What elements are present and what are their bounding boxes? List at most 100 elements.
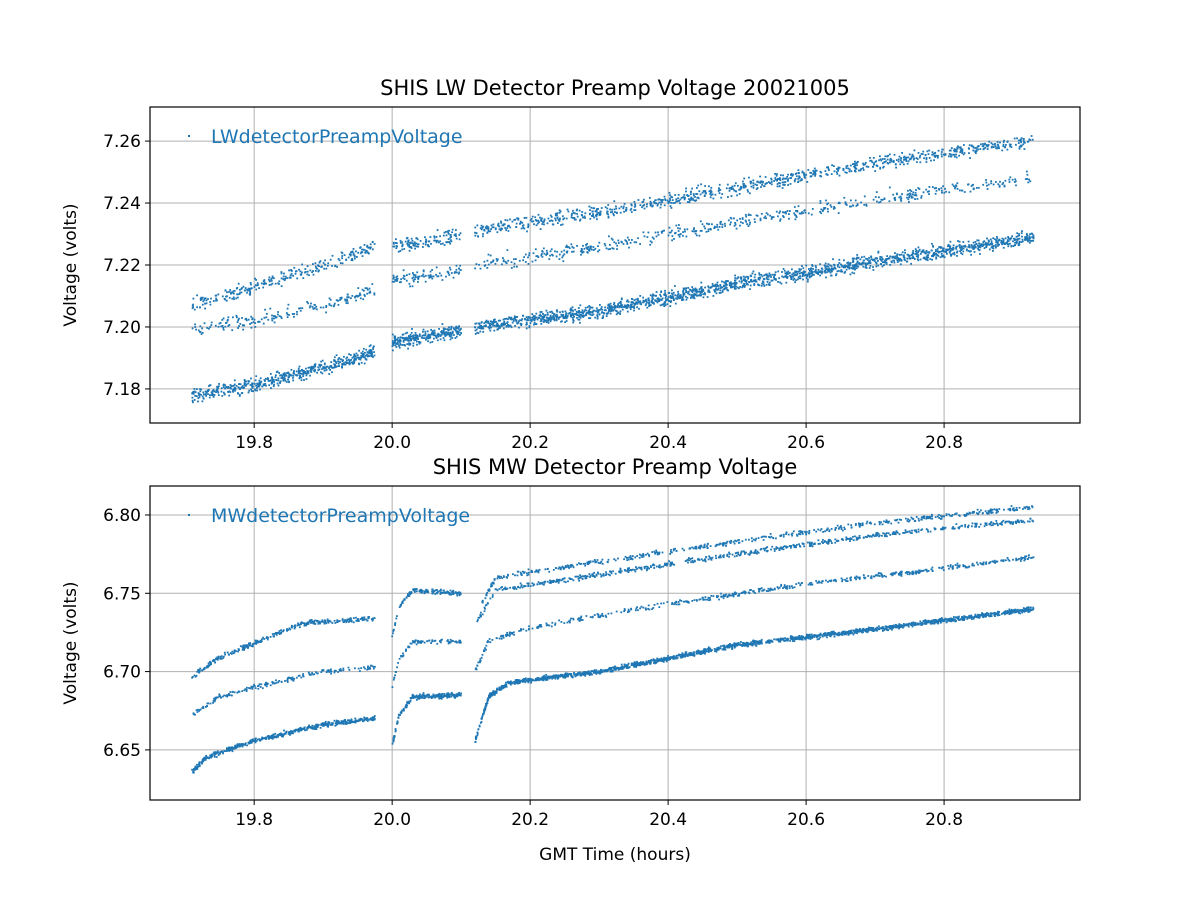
data-point <box>192 400 194 402</box>
data-point <box>805 212 807 214</box>
data-point <box>586 247 588 249</box>
data-point <box>627 311 629 313</box>
data-point <box>366 293 368 295</box>
data-point <box>687 287 689 289</box>
data-point <box>819 263 821 265</box>
data-point <box>907 198 909 200</box>
data-point <box>479 323 481 325</box>
data-point <box>271 382 273 384</box>
data-point <box>935 193 937 195</box>
data-point <box>814 168 816 170</box>
data-point <box>455 331 457 333</box>
data-point <box>719 284 721 286</box>
data-point <box>416 237 418 239</box>
data-point <box>907 163 909 165</box>
data-point <box>695 288 697 290</box>
data-point <box>700 282 702 284</box>
data-point <box>894 262 896 264</box>
data-point <box>615 206 617 208</box>
data-point <box>975 241 977 243</box>
data-point <box>723 281 725 283</box>
data-point <box>906 258 908 260</box>
data-point <box>443 328 445 330</box>
data-point <box>361 251 363 253</box>
data-point <box>324 264 326 266</box>
x-tick-label: 20.6 <box>787 810 825 830</box>
data-point <box>373 346 375 348</box>
data-point <box>1029 180 1031 182</box>
data-point <box>923 157 925 159</box>
data-point <box>677 291 679 293</box>
data-point <box>511 326 513 328</box>
data-point <box>620 302 622 304</box>
data-point <box>489 328 491 330</box>
data-point <box>527 223 529 225</box>
data-point <box>587 246 589 248</box>
data-point <box>674 194 676 196</box>
data-point <box>750 214 752 216</box>
data-point <box>540 323 542 325</box>
data-point <box>563 253 565 255</box>
data-point <box>779 282 781 284</box>
data-point <box>551 254 553 256</box>
data-point <box>615 243 617 245</box>
data-point <box>840 271 842 273</box>
data-point <box>898 161 900 163</box>
data-point <box>656 236 658 238</box>
data-point <box>975 247 977 249</box>
data-point <box>616 313 618 315</box>
data-point <box>1003 140 1005 142</box>
data-point <box>841 266 843 268</box>
data-point <box>708 223 710 225</box>
data-point <box>544 321 546 323</box>
data-point <box>503 328 505 330</box>
data-point <box>798 268 800 270</box>
data-point <box>1004 186 1006 188</box>
data-point <box>560 224 562 226</box>
data-point <box>487 232 489 234</box>
data-point <box>502 257 504 259</box>
data-point <box>359 247 361 249</box>
data-point <box>893 260 895 262</box>
data-point <box>997 243 999 245</box>
data-point <box>768 279 770 281</box>
data-point <box>278 377 280 379</box>
data-point <box>327 262 329 264</box>
data-point <box>417 281 419 283</box>
data-point <box>573 320 575 322</box>
data-point <box>978 249 980 251</box>
data-point <box>258 287 260 289</box>
data-point <box>731 195 733 197</box>
data-point <box>445 276 447 278</box>
data-point <box>361 362 363 364</box>
data-point <box>323 307 325 309</box>
data-point <box>778 277 780 279</box>
data-point <box>837 264 839 266</box>
data-point <box>602 317 604 319</box>
data-point <box>906 197 908 199</box>
data-point <box>908 193 910 195</box>
data-point <box>876 201 878 203</box>
data-point <box>318 269 320 271</box>
data-point <box>597 214 599 216</box>
data-point <box>634 203 636 205</box>
data-point <box>316 308 318 310</box>
data-point <box>941 192 943 194</box>
data-point <box>547 314 549 316</box>
data-point <box>516 266 518 268</box>
data-point <box>910 263 912 265</box>
data-point <box>540 228 542 230</box>
data-point <box>648 303 650 305</box>
data-point <box>914 253 916 255</box>
data-point <box>575 219 577 221</box>
data-point <box>809 270 811 272</box>
data-point <box>451 241 453 243</box>
data-point <box>916 157 918 159</box>
data-point <box>431 269 433 271</box>
data-point <box>505 229 507 231</box>
data-point <box>856 262 858 264</box>
data-point <box>581 214 583 216</box>
data-point <box>671 207 673 209</box>
data-point <box>334 265 336 267</box>
data-point <box>994 238 996 240</box>
